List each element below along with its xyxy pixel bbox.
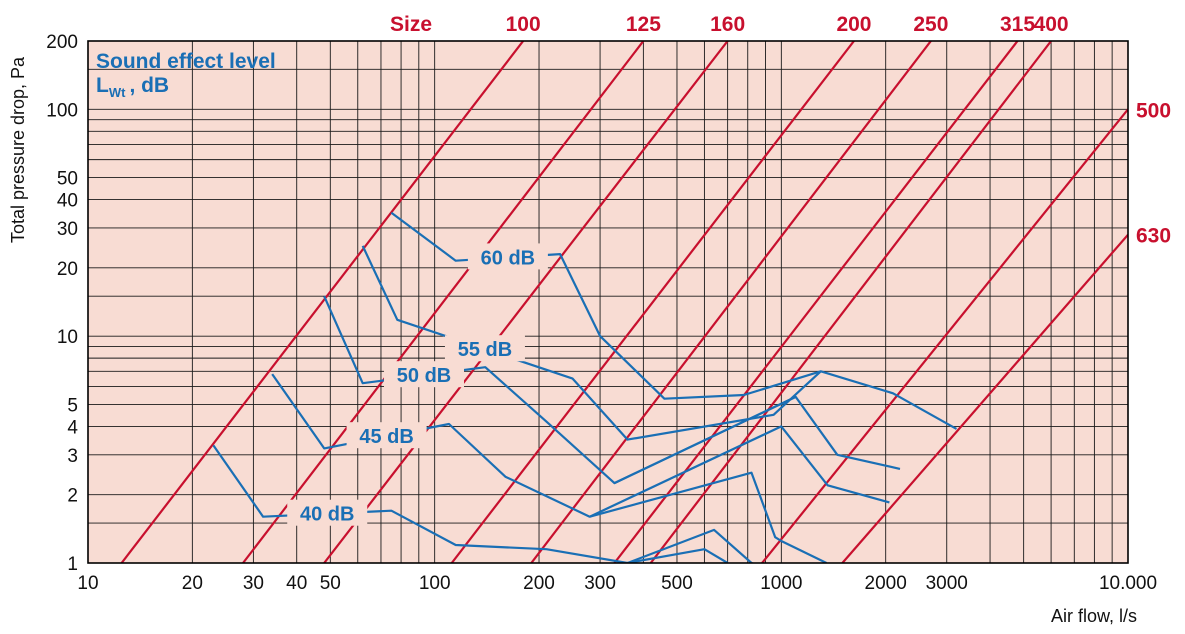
db-label-bg bbox=[287, 499, 368, 526]
size-line-160 bbox=[323, 41, 729, 563]
size-line-400 bbox=[649, 41, 1052, 563]
db-label-bg bbox=[384, 361, 465, 388]
size-line-100 bbox=[120, 41, 525, 563]
size-line-630 bbox=[841, 233, 1128, 563]
size-label-400: 400 bbox=[1034, 13, 1069, 36]
size-label-125: 125 bbox=[626, 13, 661, 36]
legend-unit: , dB bbox=[129, 74, 169, 97]
size-line-250 bbox=[530, 41, 932, 563]
x-axis-tick-labels: 10 20 30 40 50 100 200 300 500 1000 2000 3000 10.000 bbox=[77, 573, 1157, 594]
db-label-bg bbox=[444, 335, 525, 362]
x-tick-label: 100 bbox=[419, 573, 451, 594]
x-tick-label: 30 bbox=[243, 573, 264, 594]
plot-frame bbox=[87, 40, 1129, 564]
x-tick-label: 200 bbox=[523, 573, 555, 594]
size-label-200: 200 bbox=[836, 13, 871, 36]
size-lines bbox=[120, 41, 1128, 563]
db-label-bg bbox=[346, 422, 427, 449]
legend-subtitle: LWt, dB bbox=[96, 74, 169, 100]
x-tick-label: 50 bbox=[320, 573, 341, 594]
y-tick-label: 50 bbox=[57, 169, 78, 190]
legend-symbol: L bbox=[96, 74, 109, 97]
x-tick-label: 20 bbox=[182, 573, 203, 594]
db-label-55-db: 55 dB bbox=[458, 339, 512, 361]
db-label-bg bbox=[467, 243, 548, 270]
y-tick-label: 200 bbox=[46, 32, 78, 53]
legend-title: Sound effect level bbox=[96, 50, 276, 73]
y-tick-label: 5 bbox=[67, 395, 78, 416]
series-line-60-db bbox=[390, 211, 822, 400]
x-axis-title: Air flow, l/s bbox=[1051, 606, 1137, 626]
y-tick-label: 100 bbox=[46, 100, 78, 121]
db-labels: 40 dB 45 dB 50 dB 55 dB 60 dB bbox=[287, 243, 548, 526]
x-tick-label: 1000 bbox=[760, 573, 802, 594]
y-tick-label: 30 bbox=[57, 219, 78, 240]
x-tick-label: 10.000 bbox=[1099, 573, 1157, 594]
series-line-50-db bbox=[323, 295, 901, 485]
x-tick-label: 2000 bbox=[865, 573, 907, 594]
size-header: Size bbox=[390, 13, 432, 36]
y-tick-label: 40 bbox=[57, 191, 78, 212]
size-label-100: 100 bbox=[506, 13, 541, 36]
series-line-45-db bbox=[589, 425, 890, 518]
y-tick-label: 1 bbox=[67, 554, 78, 575]
series-line-55-db bbox=[361, 245, 958, 441]
grid bbox=[87, 40, 1128, 564]
x-tick-label: 3000 bbox=[926, 573, 968, 594]
x-tick-label: 10 bbox=[77, 573, 98, 594]
size-label-250: 250 bbox=[913, 13, 948, 36]
size-line-500 bbox=[761, 108, 1128, 563]
size-label-500: 500 bbox=[1136, 99, 1171, 122]
series-line-40-db bbox=[627, 528, 755, 563]
db-label-50-db: 50 dB bbox=[397, 365, 451, 387]
y-tick-label: 3 bbox=[67, 446, 78, 467]
y-tick-label: 2 bbox=[67, 486, 78, 507]
y-tick-label: 4 bbox=[67, 417, 78, 438]
legend-subscript: Wt bbox=[109, 85, 126, 100]
db-label-60-db: 60 dB bbox=[481, 247, 535, 269]
db-label-45-db: 45 dB bbox=[359, 426, 413, 448]
x-tick-label: 300 bbox=[584, 573, 616, 594]
y-tick-label: 10 bbox=[57, 327, 78, 348]
size-line-125 bbox=[242, 41, 645, 563]
size-label-630: 630 bbox=[1136, 225, 1171, 248]
size-line-315 bbox=[613, 41, 1019, 563]
y-axis-title: Total pressure drop, Pa bbox=[8, 56, 28, 243]
x-tick-label: 40 bbox=[286, 573, 307, 594]
size-label-315: 315 bbox=[1000, 13, 1035, 36]
size-label-160: 160 bbox=[710, 13, 745, 36]
series-line-40-db bbox=[212, 444, 729, 563]
x-tick-label: 500 bbox=[661, 573, 693, 594]
series-line-50-db bbox=[613, 395, 797, 485]
db-label-40-db: 40 dB bbox=[300, 504, 354, 526]
size-line-200 bbox=[450, 41, 855, 563]
series-lines bbox=[212, 211, 958, 563]
y-tick-label: 20 bbox=[57, 259, 78, 280]
